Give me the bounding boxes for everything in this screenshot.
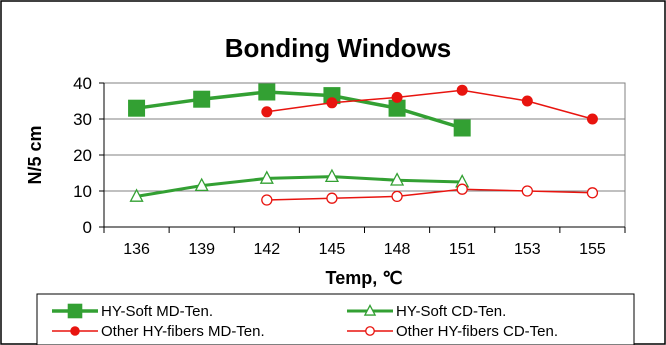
legend-label: Other HY-fibers CD-Ten. (396, 323, 558, 340)
y-tick-label: 40 (73, 74, 92, 93)
data-point (587, 114, 597, 124)
data-point (522, 96, 532, 106)
x-tick-label: 142 (253, 241, 280, 258)
data-point (522, 186, 532, 196)
data-point (262, 107, 272, 117)
data-point (327, 193, 337, 203)
chart-title: Bonding Windows (225, 33, 452, 63)
data-point (392, 191, 402, 201)
data-point (327, 98, 337, 108)
data-point (129, 100, 145, 116)
x-tick-label: 153 (514, 241, 541, 258)
legend-swatch-marker (71, 327, 80, 336)
legend-swatch-marker (68, 304, 82, 318)
legend-label: HY-Soft CD-Ten. (396, 303, 506, 320)
y-tick-label: 10 (73, 182, 92, 201)
x-tick-label: 139 (188, 241, 215, 258)
y-tick-label: 30 (73, 110, 92, 129)
x-tick-label: 145 (319, 241, 346, 258)
y-tick-label: 20 (73, 146, 92, 165)
legend-swatch-marker (366, 327, 375, 336)
data-point (259, 84, 275, 100)
y-tick-label: 0 (83, 218, 92, 237)
legend-label: Other HY-fibers MD-Ten. (101, 323, 265, 340)
x-axis-label: Temp, ℃ (326, 268, 403, 288)
data-point (262, 195, 272, 205)
legend: HY-Soft MD-Ten. HY-Soft CD-Ten. Other HY-f… (37, 294, 634, 345)
data-point (457, 85, 467, 95)
x-tick-label: 136 (123, 241, 150, 258)
x-tick-label: 155 (579, 241, 606, 258)
legend-label: HY-Soft MD-Ten. (101, 303, 213, 320)
data-point (587, 188, 597, 198)
y-axis-label: N/5 cm (25, 125, 45, 184)
legend-item-1: HY-Soft MD-Ten. (52, 303, 213, 320)
x-tick-label: 151 (449, 241, 476, 258)
data-point (457, 184, 467, 194)
data-point (392, 92, 402, 102)
data-point (194, 91, 210, 107)
data-point (454, 120, 470, 136)
x-tick-label: 148 (384, 241, 411, 258)
